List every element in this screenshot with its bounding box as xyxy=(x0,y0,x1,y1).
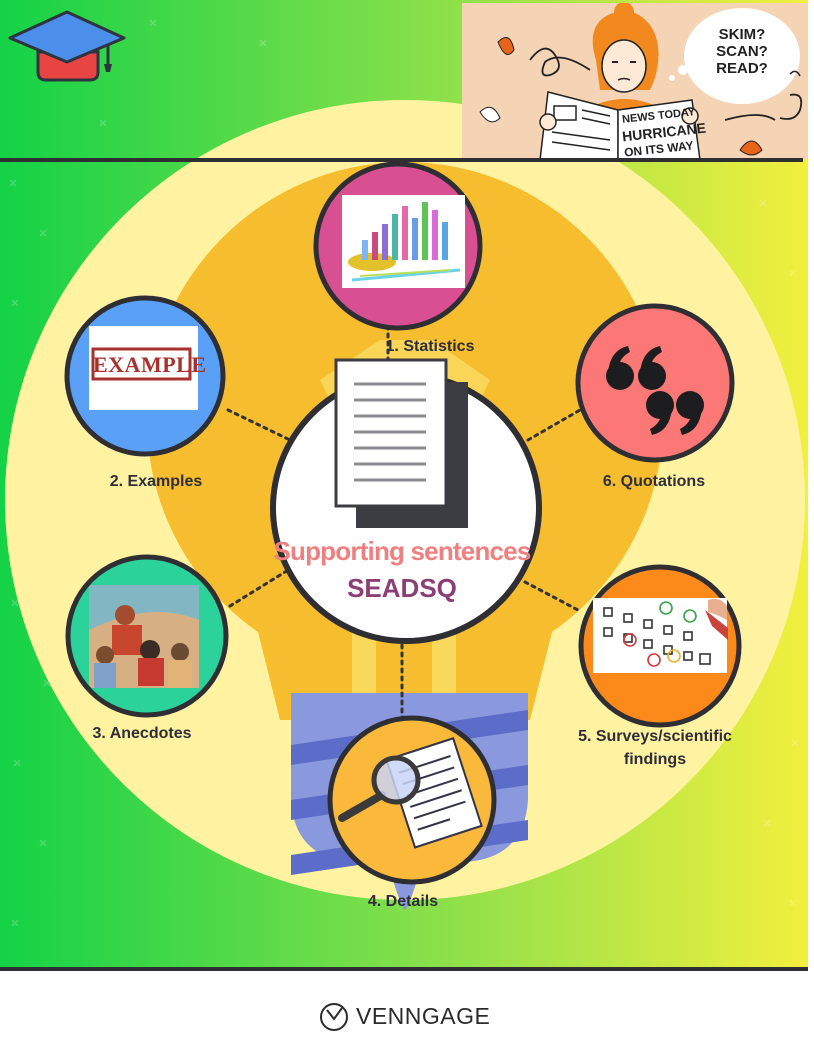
label-surveys-line2: findings xyxy=(623,751,687,768)
label-surveys: 5. Surveys/scientific xyxy=(578,728,732,745)
reader-illustration xyxy=(479,3,803,159)
graduation-cap-icon xyxy=(8,10,126,82)
quote-icon xyxy=(606,346,704,435)
center-subtitle: SEADSQ xyxy=(347,573,457,603)
thought-bubble-text: SKIM? SCAN? READ? xyxy=(702,26,782,77)
center-title: Supporting sentences xyxy=(273,536,531,566)
thought-line: SCAN? xyxy=(716,43,768,60)
thought-line: READ? xyxy=(716,60,768,77)
label-anecdotes: 3. Anecdotes xyxy=(92,725,192,742)
label-details: 4. Details xyxy=(367,893,439,910)
example-stamp-card xyxy=(89,326,198,410)
magnifier-icon xyxy=(338,737,483,849)
footer-divider xyxy=(0,967,808,971)
label-quotations: 6. Quotations xyxy=(602,473,706,490)
footer-brand: VENNGAGE xyxy=(356,1003,491,1029)
survey-checklist-icon xyxy=(593,598,728,673)
example-stamp-text: EXAMPLE xyxy=(93,352,207,377)
bulb-neck xyxy=(250,600,560,720)
document-icon xyxy=(334,358,468,528)
label-examples: 2. Examples xyxy=(109,473,203,490)
anecdote-scene-icon xyxy=(89,585,199,688)
venngage-logo-icon xyxy=(320,1003,348,1031)
thought-line: SKIM? xyxy=(718,26,766,43)
example-stamp-frame xyxy=(91,347,192,381)
label-statistics: 1. Statistics xyxy=(385,338,475,355)
chart-icon xyxy=(342,195,465,288)
header-divider xyxy=(0,158,803,162)
